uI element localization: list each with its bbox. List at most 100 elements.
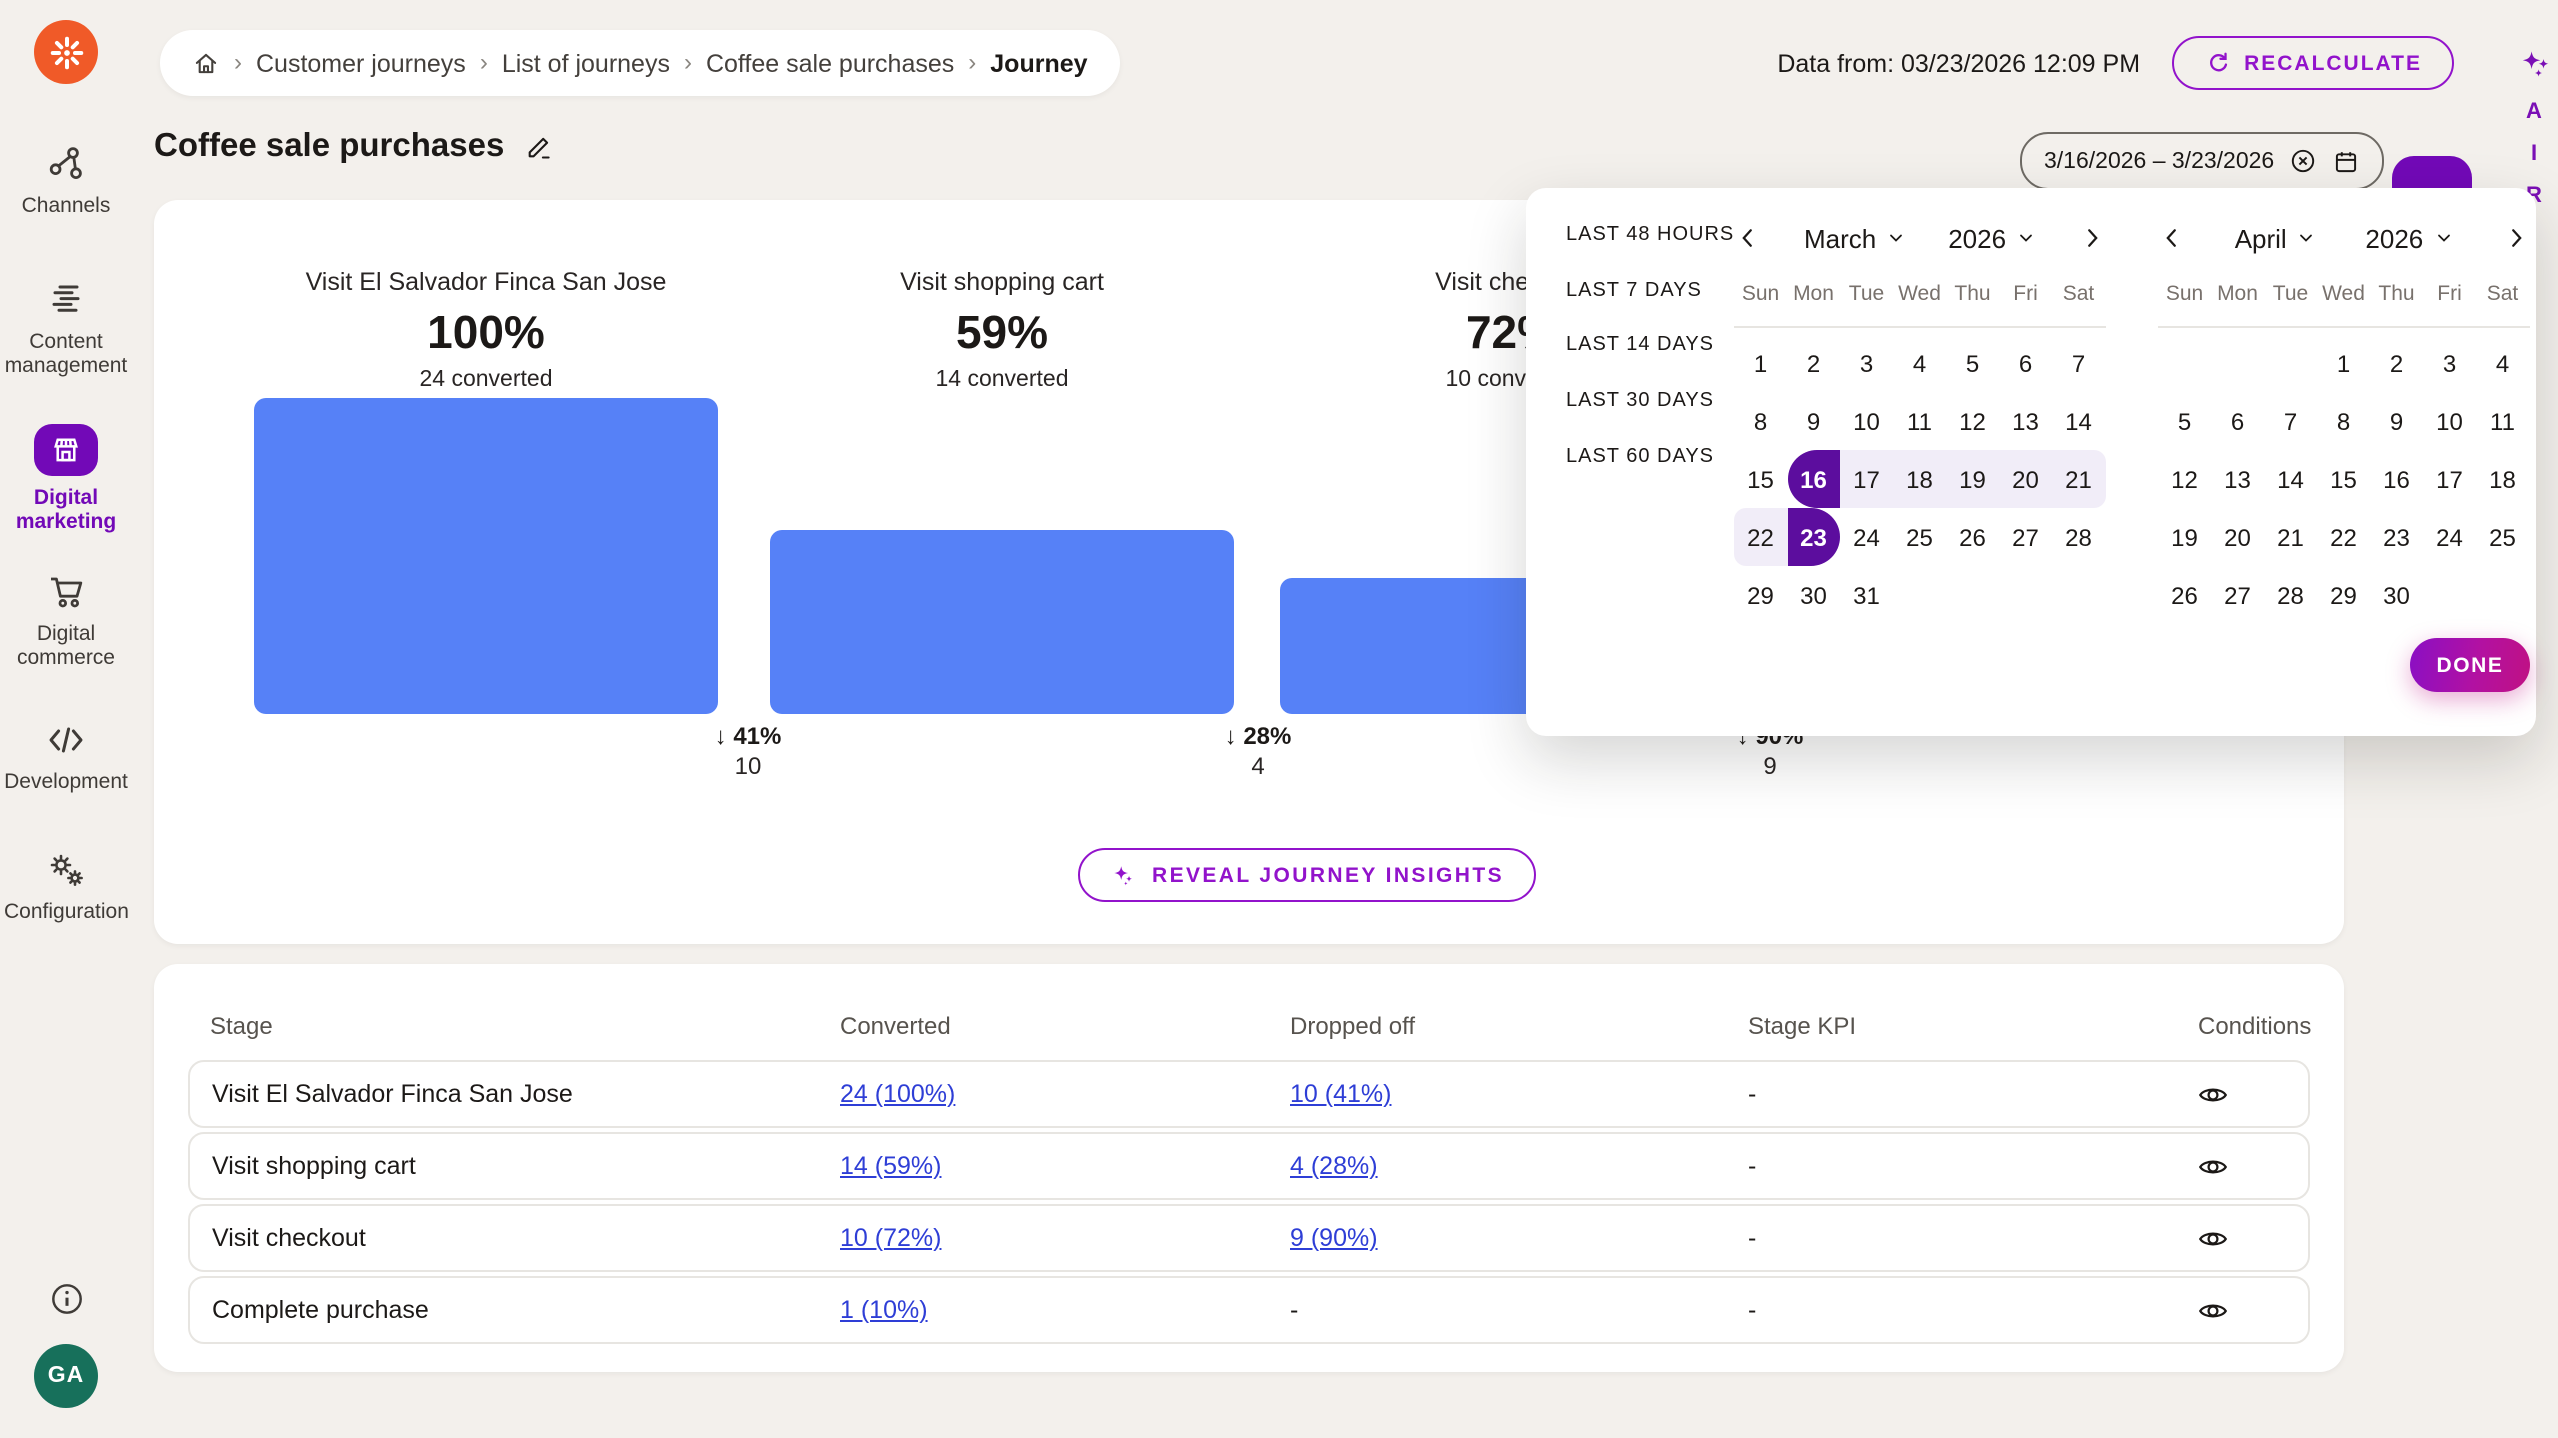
calendar-day[interactable]: 3 [1859, 349, 1874, 377]
calendar-day[interactable]: 21 [2052, 450, 2105, 508]
calendar-day[interactable]: 2 [1806, 349, 1821, 377]
preset-last-14-days[interactable]: LAST 14 DAYS [1566, 334, 1714, 356]
calendar-day[interactable]: 22 [1734, 508, 1787, 566]
air-assistant-tab[interactable]: A I R [2516, 48, 2552, 208]
calendar-day[interactable]: 24 [2436, 523, 2463, 551]
calendar-day[interactable]: 19 [2171, 523, 2198, 551]
calendar-day[interactable]: 24 [1853, 523, 1880, 551]
preset-last-60-days[interactable]: LAST 60 DAYS [1566, 446, 1714, 468]
calendar-icon[interactable] [2332, 147, 2360, 175]
sidebar-item-development[interactable]: Development [0, 720, 132, 794]
breadcrumb-item[interactable]: List of journeys [501, 49, 670, 77]
dropped-off-link[interactable]: 9 (90%) [1290, 1224, 1378, 1252]
calendar-day[interactable]: 11 [1907, 407, 1932, 435]
converted-link[interactable]: 24 (100%) [840, 1080, 956, 1108]
preset-last-30-days[interactable]: LAST 30 DAYS [1566, 390, 1714, 412]
funnel-bar[interactable] [770, 530, 1234, 714]
calendar-day[interactable]: 15 [2330, 465, 2357, 493]
calendar-day[interactable]: 20 [2224, 523, 2251, 551]
calendar-day[interactable]: 7 [2071, 349, 2086, 377]
converted-link[interactable]: 1 (10%) [840, 1296, 928, 1324]
calendar-day[interactable]: 21 [2277, 523, 2304, 551]
calendar-day[interactable]: 8 [2336, 407, 2351, 435]
calendar-day[interactable]: 13 [2012, 407, 2039, 435]
calendar-day[interactable]: 28 [2277, 581, 2304, 609]
calendar-day[interactable]: 30 [1800, 581, 1827, 609]
calendar-day[interactable]: 16 [1787, 450, 1840, 508]
sidebar-item-content-management[interactable]: Content management [0, 280, 132, 378]
calendar-day[interactable]: 12 [2171, 465, 2198, 493]
calendar-day[interactable]: 19 [1946, 450, 1999, 508]
calendar-day[interactable]: 18 [1893, 450, 1946, 508]
funnel-bar[interactable] [254, 398, 718, 714]
calendar-day[interactable]: 1 [2336, 349, 2351, 377]
calendar-day[interactable]: 23 [1787, 508, 1840, 566]
converted-link[interactable]: 14 (59%) [840, 1152, 942, 1180]
calendar-day[interactable]: 5 [1965, 349, 1980, 377]
month-select[interactable]: March [1804, 223, 1906, 253]
calendar-day[interactable]: 3 [2442, 349, 2457, 377]
calendar-day[interactable]: 8 [1753, 407, 1768, 435]
next-month-icon[interactable] [2078, 224, 2106, 252]
calendar-day[interactable]: 26 [1959, 523, 1986, 551]
calendar-day[interactable]: 26 [2171, 581, 2198, 609]
home-icon[interactable] [192, 49, 220, 77]
breadcrumb-item[interactable]: Customer journeys [256, 49, 466, 77]
calendar-day[interactable]: 10 [2436, 407, 2463, 435]
calendar-day[interactable]: 12 [1959, 407, 1986, 435]
year-select[interactable]: 2026 [2365, 223, 2453, 253]
calendar-day[interactable]: 4 [1912, 349, 1927, 377]
calendar-day[interactable]: 16 [2383, 465, 2410, 493]
calendar-day[interactable]: 31 [1853, 581, 1880, 609]
calendar-day[interactable]: 7 [2283, 407, 2298, 435]
calendar-day[interactable]: 22 [2330, 523, 2357, 551]
conditions-eye-icon[interactable] [2196, 1078, 2230, 1112]
month-select[interactable]: April [2235, 223, 2317, 253]
conditions-eye-icon[interactable] [2196, 1150, 2230, 1184]
prev-month-icon[interactable] [1734, 224, 1762, 252]
preset-last-7-days[interactable]: LAST 7 DAYS [1566, 280, 1702, 302]
calendar-day[interactable]: 27 [2012, 523, 2039, 551]
calendar-day[interactable]: 25 [1906, 523, 1933, 551]
date-range-picker[interactable]: 3/16/2026 – 3/23/2026 [2020, 132, 2385, 190]
calendar-day[interactable]: 5 [2177, 407, 2192, 435]
calendar-day[interactable]: 14 [2277, 465, 2304, 493]
calendar-day[interactable]: 29 [2330, 581, 2357, 609]
done-button[interactable]: DONE [2410, 638, 2530, 692]
calendar-day[interactable]: 17 [2436, 465, 2463, 493]
calendar-day[interactable]: 14 [2065, 407, 2092, 435]
dropped-off-link[interactable]: 4 (28%) [1290, 1152, 1378, 1180]
calendar-day[interactable]: 2 [2389, 349, 2404, 377]
edit-pencil-icon[interactable] [524, 132, 554, 162]
calendar-day[interactable]: 25 [2489, 523, 2516, 551]
calendar-day[interactable]: 20 [1999, 450, 2052, 508]
calendar-day[interactable]: 23 [2383, 523, 2410, 551]
app-logo[interactable] [34, 20, 98, 84]
prev-month-icon[interactable] [2158, 224, 2186, 252]
calendar-day[interactable]: 17 [1840, 450, 1893, 508]
calendar-day[interactable]: 13 [2224, 465, 2251, 493]
sidebar-item-configuration[interactable]: Configuration [0, 850, 132, 924]
calendar-day[interactable]: 18 [2489, 465, 2516, 493]
calendar-day[interactable]: 29 [1747, 581, 1774, 609]
calendar-day[interactable]: 30 [2383, 581, 2410, 609]
dropped-off-link[interactable]: 10 (41%) [1290, 1080, 1392, 1108]
next-month-icon[interactable] [2502, 224, 2530, 252]
calendar-day[interactable]: 28 [2065, 523, 2092, 551]
sidebar-item-channels[interactable]: Channels [0, 144, 132, 218]
sidebar-item-digital-marketing[interactable]: Digital marketing [0, 424, 132, 534]
calendar-day[interactable]: 10 [1853, 407, 1880, 435]
year-select[interactable]: 2026 [1948, 223, 2036, 253]
calendar-day[interactable]: 15 [1747, 465, 1774, 493]
preset-last-48-hours[interactable]: LAST 48 HOURS [1566, 224, 1735, 246]
clear-date-icon[interactable] [2288, 146, 2318, 176]
calendar-day[interactable]: 6 [2230, 407, 2245, 435]
conditions-eye-icon[interactable] [2196, 1294, 2230, 1328]
calendar-day[interactable]: 4 [2495, 349, 2510, 377]
converted-link[interactable]: 10 (72%) [840, 1224, 942, 1252]
breadcrumb-item[interactable]: Coffee sale purchases [705, 49, 955, 77]
calendar-day[interactable]: 1 [1753, 349, 1768, 377]
reveal-journey-insights-button[interactable]: REVEAL JOURNEY INSIGHTS [1078, 848, 1536, 902]
calendar-day[interactable]: 6 [2018, 349, 2033, 377]
help-info-button[interactable] [0, 1280, 132, 1318]
